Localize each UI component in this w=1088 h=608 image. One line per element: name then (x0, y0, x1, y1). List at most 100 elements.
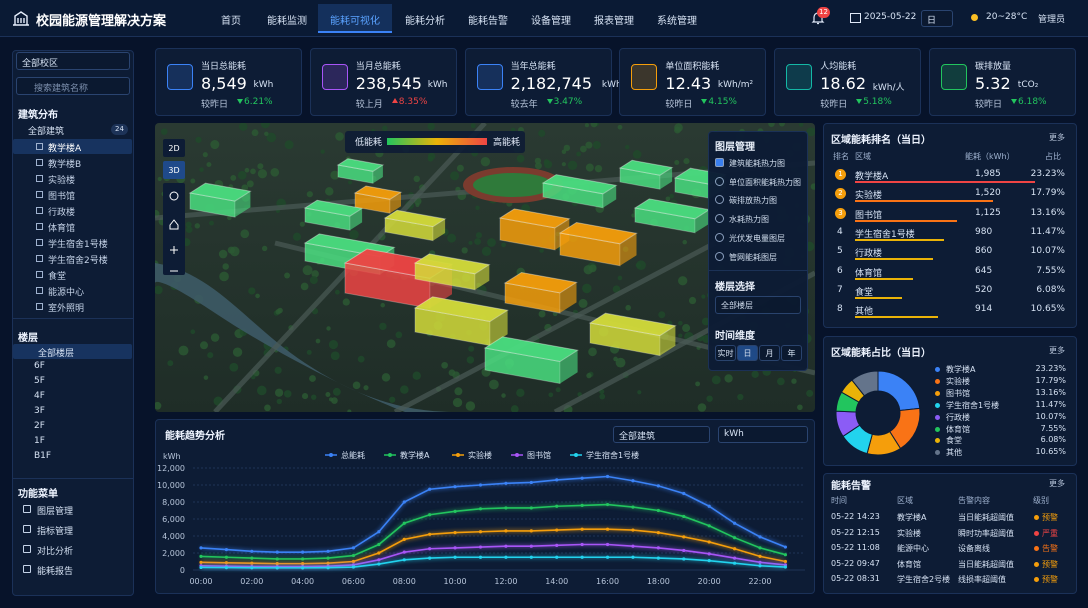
checkbox[interactable] (715, 232, 724, 242)
building-item[interactable]: 学生宿舍2号楼 (48, 256, 108, 266)
time-button[interactable]: 日 (737, 345, 758, 361)
tree-root[interactable]: 全部建筑 (28, 127, 65, 137)
building-icon (36, 255, 43, 262)
kpi-value: 2,182,745 (510, 74, 593, 93)
checkbox[interactable] (715, 251, 724, 261)
tree (585, 141, 593, 149)
data-point (555, 543, 559, 547)
tree (363, 385, 369, 391)
tree (539, 248, 544, 253)
floor-item[interactable]: 2F (34, 421, 45, 431)
floor-item[interactable]: B1F (34, 451, 52, 461)
legend-swatch (935, 367, 940, 372)
checkbox[interactable] (715, 195, 724, 205)
x-tick-label: 14:00 (545, 577, 568, 586)
filter-value: kWh (724, 429, 744, 439)
legend-swatch (935, 390, 940, 396)
more-link[interactable]: 更多 (1049, 133, 1065, 142)
kpi-unit: kWh (427, 80, 448, 90)
floor-select[interactable]: 全部楼层 (715, 296, 801, 314)
time-button[interactable]: 实时 (715, 345, 736, 361)
floor-item[interactable]: 5F (34, 376, 45, 386)
menu-item[interactable]: 指标管理 (37, 527, 74, 537)
search-box[interactable]: 搜索建筑名称 (16, 77, 130, 95)
alerts-title: 能耗告警 (831, 481, 871, 492)
floor-item[interactable]: 6F (34, 361, 45, 371)
user-name[interactable]: 管理员 (1038, 15, 1066, 25)
menu-item[interactable]: 对比分析 (37, 547, 74, 557)
building-item[interactable]: 能源中心 (48, 288, 85, 298)
building-roof (503, 271, 578, 294)
layer-name[interactable]: 碳排放热力图 (729, 196, 777, 206)
building-item[interactable]: 学生宿舍1号楼 (48, 240, 108, 250)
menu-icon (23, 565, 31, 573)
building-item[interactable]: 行政楼 (48, 208, 76, 218)
divider (12, 478, 134, 479)
data-point (326, 556, 330, 560)
nav-item[interactable]: 首页 (221, 16, 241, 27)
nav-item[interactable]: 系统管理 (657, 16, 697, 27)
nav-item[interactable]: 能耗监测 (267, 16, 307, 27)
nav-item[interactable]: 设备管理 (531, 16, 571, 27)
floor-item[interactable]: 4F (34, 391, 45, 401)
floor-item[interactable]: 3F (34, 406, 45, 416)
tree (357, 355, 365, 363)
data-point (631, 544, 635, 548)
tree (342, 298, 350, 306)
close-button[interactable] (795, 136, 803, 146)
time-button[interactable]: 年 (781, 345, 802, 361)
building-item[interactable]: 教学楼A (48, 144, 82, 154)
checkbox-checked[interactable] (715, 158, 724, 167)
search-placeholder: 搜索建筑名称 (34, 84, 89, 94)
rank-number: 4 (837, 226, 843, 237)
time-button[interactable]: 月 (759, 345, 780, 361)
view-button[interactable] (163, 161, 185, 179)
building-filter[interactable]: 全部建筑 (613, 426, 710, 443)
series-line (200, 528, 786, 565)
view-button[interactable] (163, 139, 185, 157)
building-item[interactable]: 图书馆 (48, 192, 76, 202)
menu-item[interactable]: 能耗报告 (37, 567, 74, 577)
building-side (560, 350, 578, 384)
tree (585, 163, 594, 172)
area-name: 实验楼 (855, 191, 883, 202)
legend-name: 图书馆 (946, 388, 970, 398)
layer-name[interactable]: 光伏发电量图层 (729, 233, 785, 243)
building-item[interactable]: 实验楼 (48, 176, 76, 186)
building-roof (413, 253, 491, 275)
floor-item[interactable]: 1F (34, 436, 45, 446)
layer-name[interactable]: 单位面积能耗热力图 (729, 177, 801, 187)
building-item[interactable]: 室外照明 (48, 304, 85, 314)
building-icon (36, 239, 43, 246)
kpi-icon (321, 64, 348, 90)
tree (682, 324, 691, 333)
tree (461, 247, 468, 254)
tree (447, 233, 457, 243)
more-link[interactable]: 更多 (1049, 346, 1065, 355)
nav-item[interactable]: 能耗告警 (468, 16, 508, 27)
period-select[interactable]: 日 (921, 10, 953, 27)
building-item[interactable]: 食堂 (48, 272, 67, 282)
tree (330, 170, 340, 180)
data-point (631, 555, 635, 559)
data-point (453, 531, 457, 535)
nav-item[interactable]: 能耗可视化 (330, 16, 380, 27)
level-dot (1034, 577, 1039, 582)
more-link[interactable]: 更多 (1049, 479, 1065, 488)
tree (579, 145, 587, 153)
divider (709, 270, 807, 271)
layer-name[interactable]: 水耗热力图 (729, 215, 769, 225)
layer-name[interactable]: 建筑能耗热力图 (729, 159, 785, 168)
y-tick-label: 0 (180, 566, 185, 575)
floor-item[interactable]: 全部楼层 (38, 349, 75, 359)
nav-item[interactable]: 报表管理 (594, 16, 634, 27)
checkbox[interactable] (715, 176, 724, 186)
menu-item[interactable]: 图层管理 (37, 507, 74, 517)
unit-filter[interactable]: kWh (718, 426, 808, 443)
campus-select[interactable]: 全部校区 (16, 52, 130, 70)
layer-name[interactable]: 管网能耗图层 (729, 252, 777, 262)
building-item[interactable]: 教学楼B (48, 160, 82, 170)
checkbox[interactable] (715, 214, 724, 224)
nav-item[interactable]: 能耗分析 (405, 16, 445, 27)
building-item[interactable]: 体育馆 (48, 224, 76, 234)
